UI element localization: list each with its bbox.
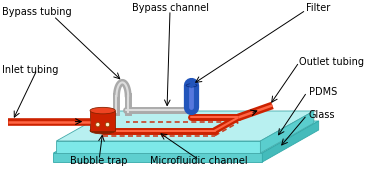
Text: Glass: Glass xyxy=(309,110,335,120)
Polygon shape xyxy=(90,111,115,131)
Circle shape xyxy=(105,122,110,127)
Circle shape xyxy=(96,122,100,127)
Polygon shape xyxy=(53,153,262,162)
Text: Inlet tubing: Inlet tubing xyxy=(2,65,58,75)
Text: Bypass tubing: Bypass tubing xyxy=(2,7,71,17)
Text: Outlet tubing: Outlet tubing xyxy=(299,57,364,67)
Polygon shape xyxy=(56,111,314,141)
Polygon shape xyxy=(260,111,314,153)
Polygon shape xyxy=(56,141,260,153)
Ellipse shape xyxy=(90,127,115,134)
Text: Bypass channel: Bypass channel xyxy=(132,3,209,13)
Polygon shape xyxy=(262,121,319,162)
Text: Bubble trap: Bubble trap xyxy=(70,156,128,166)
Text: Microfluidic channel: Microfluidic channel xyxy=(150,156,248,166)
Text: Filter: Filter xyxy=(306,3,330,13)
Polygon shape xyxy=(53,121,319,153)
Ellipse shape xyxy=(186,84,197,87)
Text: PDMS: PDMS xyxy=(309,87,337,97)
Ellipse shape xyxy=(90,107,115,114)
